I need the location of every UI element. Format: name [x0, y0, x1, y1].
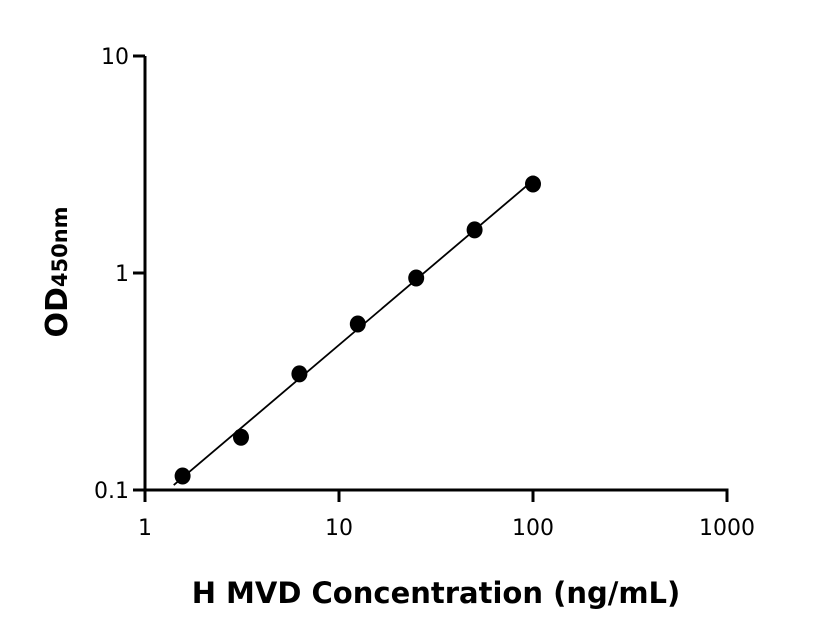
y-axis-label: OD450nm	[40, 206, 75, 337]
data-point	[525, 175, 541, 193]
x-tick-label: 1	[138, 516, 152, 541]
x-tick-label: 1000	[699, 516, 755, 541]
x-tick-label: 10	[325, 516, 353, 541]
y-tick-label: 10	[101, 45, 129, 70]
data-point	[466, 221, 483, 239]
y-axis-label-subscript: 450nm	[48, 206, 72, 287]
data-point	[174, 467, 191, 485]
data-points	[174, 175, 541, 485]
data-point	[291, 365, 308, 383]
data-point	[349, 315, 366, 333]
data-point	[408, 269, 425, 287]
axes: 1 10 100 1000 0.1 1 10	[94, 45, 755, 541]
y-axis-label-main: OD	[40, 287, 75, 337]
data-point	[233, 428, 250, 446]
y-tick-label: 0.1	[94, 479, 129, 504]
x-axis-label: H MVD Concentration (ng/mL)	[192, 576, 681, 610]
y-tick-label: 1	[115, 262, 129, 287]
x-tick-label: 100	[512, 516, 554, 541]
